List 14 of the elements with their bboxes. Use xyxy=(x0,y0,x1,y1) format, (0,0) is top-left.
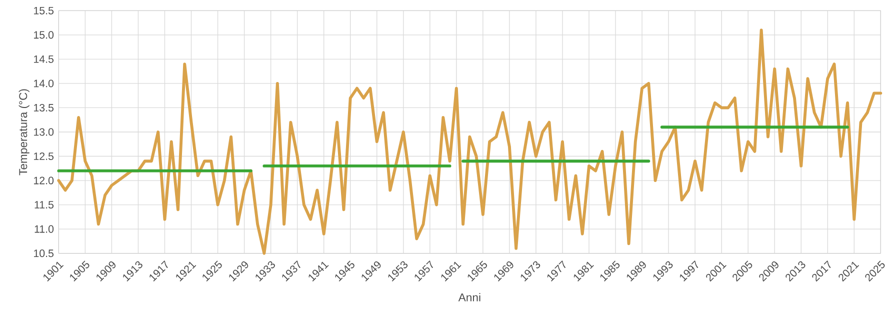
y-tick-label: 13.5 xyxy=(34,104,54,112)
y-tick-label: 11.0 xyxy=(34,225,54,233)
y-tick-label: 11.5 xyxy=(34,201,54,209)
y-tick-label: 14.5 xyxy=(34,55,54,63)
y-tick-label: 15.5 xyxy=(34,6,54,14)
y-axis-title: Temperatura (°C) xyxy=(18,89,30,176)
y-tick-label: 15.0 xyxy=(34,31,54,39)
y-tick-label: 12.0 xyxy=(34,176,54,184)
x-axis-title: Anni xyxy=(458,293,480,302)
line-series xyxy=(57,28,882,255)
y-tick-label: 12.5 xyxy=(34,152,54,160)
y-tick-label: 13.0 xyxy=(34,128,54,136)
y-tick-label: 14.0 xyxy=(34,80,54,88)
y-tick-label: 10.5 xyxy=(34,250,54,258)
